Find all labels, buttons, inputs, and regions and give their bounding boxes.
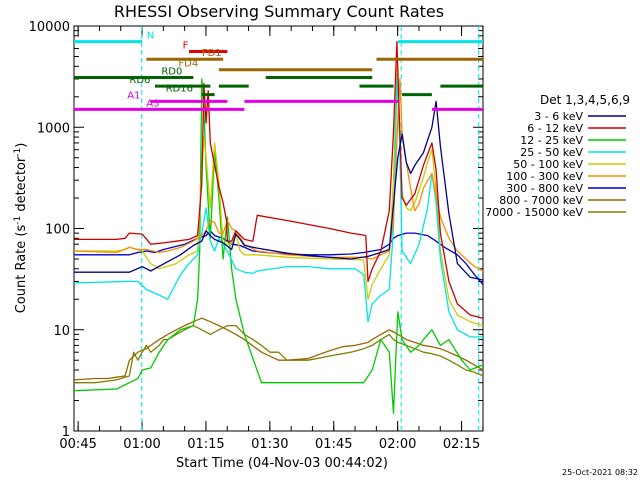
y-tick-label: 100 (45, 223, 70, 238)
legend-label-12-25-kev: 12 - 25 keV (520, 134, 583, 147)
series-line-25-50-kev (73, 78, 483, 338)
series-line-6-12-kev (74, 41, 484, 319)
y-label-sup: -1 (13, 216, 23, 225)
state-label-rd16: RD16 (166, 84, 193, 95)
legend-label-50-100-kev: 50 - 100 keV (513, 158, 583, 171)
state-label-fd1: FD1 (202, 48, 222, 59)
timestamp: 25-Oct-2021 08:32 (562, 468, 638, 477)
x-tick-label: 01:00 (123, 437, 160, 452)
legend-title: Det 1,3,4,5,6,9 (540, 93, 630, 107)
y-label-part3: ) (14, 143, 29, 148)
y-axis-label: Count Rate (s-1 detector-1) (13, 143, 29, 314)
y-label-sup2: -1 (13, 148, 23, 157)
plot-frame (73, 25, 484, 432)
x-tick-label: 02:00 (379, 437, 416, 452)
x-axis: 00:45 01:00 01:15 01:30 01:45 02:00 02:15 (59, 26, 484, 452)
x-tick-label: 00:45 (59, 437, 96, 452)
legend-label-3-6-kev: 3 - 6 keV (534, 110, 583, 123)
series-line-300-800-kev (74, 230, 484, 285)
x-tick-label: 01:45 (315, 437, 352, 452)
state-label-rd6: RD6 (129, 75, 150, 86)
y-axis: 1 10 100 1000 10000 (29, 20, 483, 440)
legend-label-25-50-kev: 25 - 50 keV (520, 146, 583, 159)
y-label-part1: Count Rate (s (14, 225, 29, 314)
plot-area (73, 25, 484, 432)
legend-label-100-300-kev: 100 - 300 keV (506, 170, 583, 183)
state-label-a3: A3 (146, 98, 159, 109)
x-axis-label: Start Time (04-Nov-03 00:44:02) (176, 456, 388, 471)
y-label-part2: detector (14, 156, 29, 216)
state-label-n: N (147, 31, 154, 42)
series-line-12-25-kev (73, 78, 484, 414)
series-line-100-300-kev (73, 78, 484, 272)
chart-title: RHESSI Observing Summary Count Rates (114, 2, 444, 21)
legend-label-6-12-kev: 6 - 12 keV (527, 122, 583, 135)
series-line-800-7000-kev (73, 317, 484, 381)
state-label-rd0: RD0 (161, 66, 182, 77)
y-tick-label: 1 (62, 425, 70, 440)
state-label-fd4: FD4 (178, 59, 198, 70)
x-tick-label: 01:30 (251, 437, 288, 452)
state-label-a1: A1 (127, 90, 140, 101)
series-line-50-100-kev (74, 65, 484, 327)
legend-label-800-7000-kev: 800 - 7000 keV (499, 194, 583, 207)
series-lines (73, 41, 484, 414)
y-tick-label: 1000 (37, 121, 70, 136)
x-tick-label: 02:15 (443, 437, 480, 452)
legend-label-7000-15000-kev: 7000 - 15000 keV (485, 206, 583, 219)
y-tick-label: 10 (53, 324, 70, 339)
x-tick-label: 01:15 (187, 437, 224, 452)
legend-label-300-800-kev: 300 - 800 keV (506, 182, 583, 195)
y-tick-label: 10000 (29, 20, 70, 35)
state-label-f: F (183, 40, 189, 51)
series-line-3-6-kev (74, 100, 484, 281)
